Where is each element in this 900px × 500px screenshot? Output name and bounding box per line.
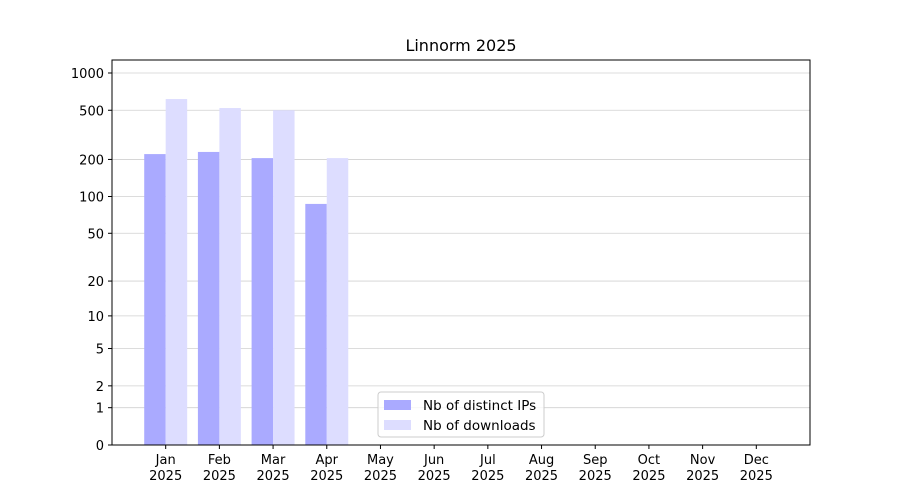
y-tick-label: 10 <box>87 310 104 325</box>
x-tick-label: Jul 2025 <box>471 453 505 484</box>
bar <box>219 108 241 446</box>
legend-label: Nb of downloads <box>423 418 536 434</box>
y-tick-label: 2 <box>96 380 104 395</box>
y-tick-label: 100 <box>79 190 104 205</box>
y-tick-label: 50 <box>87 227 104 242</box>
y-tick-label: 1 <box>96 402 104 417</box>
legend-label: Nb of distinct IPs <box>423 398 536 414</box>
bar <box>326 158 349 445</box>
bar <box>273 110 295 446</box>
x-tick-label: Oct 2025 <box>632 453 666 484</box>
x-tick-label: Dec 2025 <box>739 453 773 484</box>
x-tick-label: Nov 2025 <box>686 453 720 484</box>
x-tick-label: Jun 2025 <box>417 453 451 484</box>
bar <box>144 154 166 445</box>
y-tick-label: 20 <box>87 275 104 290</box>
chart-title: Linnorm 2025 <box>405 36 516 55</box>
bar <box>165 99 188 445</box>
y-tick-label: 1000 <box>71 67 104 82</box>
plot-frame <box>111 59 811 446</box>
bar <box>305 203 327 445</box>
x-tick-label: May 2025 <box>363 453 397 484</box>
legend-swatch <box>384 420 411 430</box>
x-tick-label: Sep 2025 <box>578 453 612 484</box>
x-tick-label: Apr 2025 <box>310 453 344 484</box>
x-tick-label: Aug 2025 <box>524 453 559 484</box>
y-tick-label: 5 <box>96 343 104 358</box>
bar <box>251 158 274 445</box>
x-tick-label: Jan 2025 <box>149 453 183 484</box>
bar <box>197 151 220 445</box>
legend-box <box>377 391 545 438</box>
y-tick-label: 500 <box>79 104 104 119</box>
y-tick-label: 0 <box>96 439 104 454</box>
x-tick-label: Feb 2025 <box>202 453 236 484</box>
legend-swatch <box>384 400 411 410</box>
y-tick-label: 200 <box>79 153 104 168</box>
x-tick-label: Mar 2025 <box>256 453 290 484</box>
